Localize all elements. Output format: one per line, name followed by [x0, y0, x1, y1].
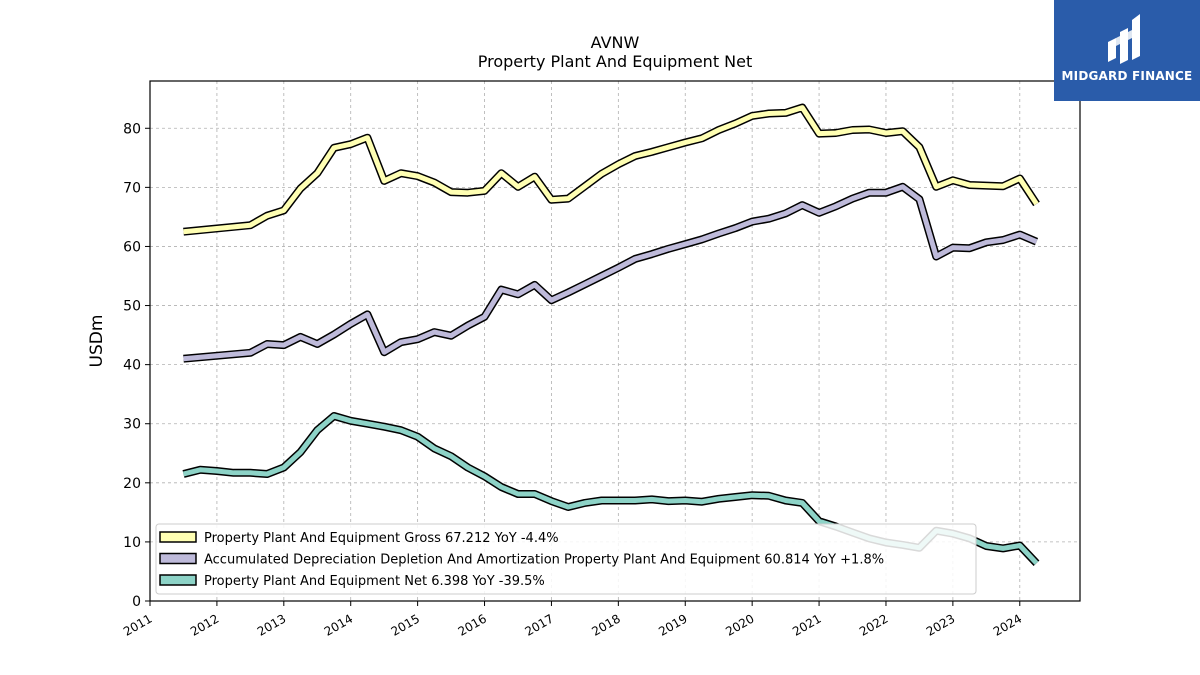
y-tick-label: 60: [123, 239, 141, 255]
x-tick-label: 2023: [924, 611, 957, 638]
brand-name: MIDGARD FINANCE: [1061, 69, 1193, 83]
x-tick-label: 2013: [255, 611, 288, 638]
x-tick-label: 2018: [589, 611, 622, 638]
legend-swatch: [159, 531, 197, 543]
x-tick-label: 2021: [790, 611, 823, 638]
y-tick-label: 40: [123, 358, 141, 374]
y-tick-label: 0: [132, 594, 141, 610]
x-tick-label: 2015: [389, 611, 422, 638]
y-tick-label: 80: [123, 121, 141, 137]
y-tick-label: 20: [123, 476, 141, 492]
chart-subtitle: Property Plant And Equipment Net: [477, 52, 753, 71]
y-tick-label: 30: [123, 417, 141, 433]
x-tick-label: 2011: [121, 611, 154, 638]
legend-label: Property Plant And Equipment Gross 67.21…: [204, 531, 559, 546]
chart-title: AVNW: [590, 33, 640, 52]
brand-mark-icon: [1108, 14, 1140, 64]
legend-swatch: [159, 552, 197, 565]
series-line: [183, 105, 1039, 235]
legend-box: [155, 523, 977, 595]
x-tick-label: 2024: [991, 611, 1024, 638]
x-tick-label: 2012: [188, 611, 221, 638]
y-tick-label: 50: [123, 299, 141, 315]
x-tick-label: 2020: [723, 611, 756, 638]
y-axis-label: USDm: [87, 315, 107, 368]
plot-frame: [149, 80, 1081, 602]
brand-logo: MIDGARD FINANCE: [1054, 0, 1200, 101]
legend-label: Accumulated Depreciation Depletion And A…: [204, 553, 884, 568]
y-tick-label: 70: [123, 180, 141, 196]
legend-swatch: [159, 574, 197, 586]
series-line: [183, 184, 1038, 362]
x-tick-label: 2016: [456, 611, 489, 638]
x-tick-label: 2022: [857, 611, 890, 638]
x-tick-label: 2014: [322, 611, 355, 638]
legend-label: Property Plant And Equipment Net 6.398 Y…: [204, 574, 545, 589]
x-tick-label: 2019: [656, 611, 689, 638]
x-tick-label: 2017: [522, 611, 555, 638]
y-tick-label: 10: [123, 535, 141, 551]
